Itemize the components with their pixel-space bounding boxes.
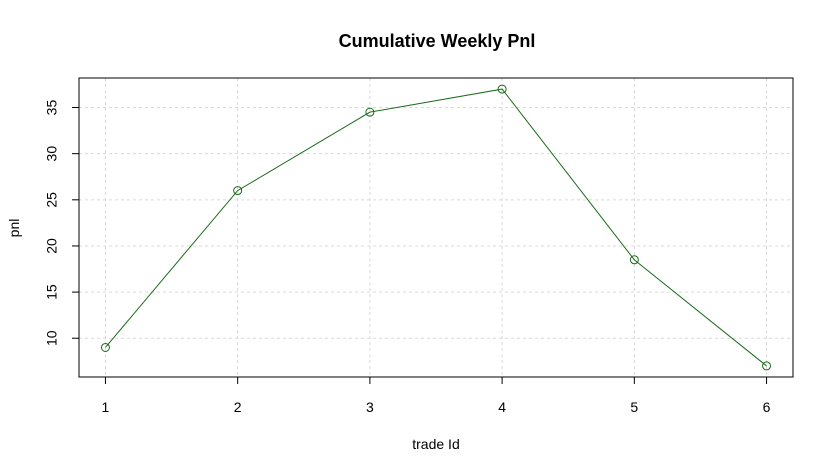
grid-layer — [79, 78, 793, 377]
y-axis: 10 15 20 25 30 35 — [44, 100, 79, 346]
y-tick-label: 30 — [44, 146, 60, 162]
x-tick-label: 4 — [498, 399, 506, 415]
y-axis-label: pnl — [6, 219, 22, 238]
y-tick-label: 25 — [44, 192, 60, 208]
x-tick-label: 5 — [630, 399, 638, 415]
data-point — [365, 107, 375, 117]
y-tick-label: 20 — [44, 238, 60, 254]
series-line — [105, 88, 767, 367]
y-tick-label: 15 — [44, 284, 60, 300]
y-tick-label: 35 — [44, 100, 60, 116]
data-point — [233, 186, 243, 196]
data-point — [762, 361, 772, 371]
x-tick-label: 1 — [102, 399, 110, 415]
x-axis-label: trade Id — [412, 436, 459, 452]
data-point — [497, 84, 507, 94]
chart-title: Cumulative Weekly Pnl — [339, 31, 536, 51]
series-layer — [100, 84, 772, 371]
x-tick-label: 6 — [763, 399, 771, 415]
plot-frame — [78, 77, 794, 378]
data-point — [629, 255, 639, 265]
x-tick-label: 3 — [366, 399, 374, 415]
data-point — [100, 342, 110, 352]
x-tick-label: 2 — [234, 399, 242, 415]
x-axis: 1 2 3 4 5 6 — [102, 377, 771, 415]
y-tick-label: 10 — [44, 330, 60, 346]
